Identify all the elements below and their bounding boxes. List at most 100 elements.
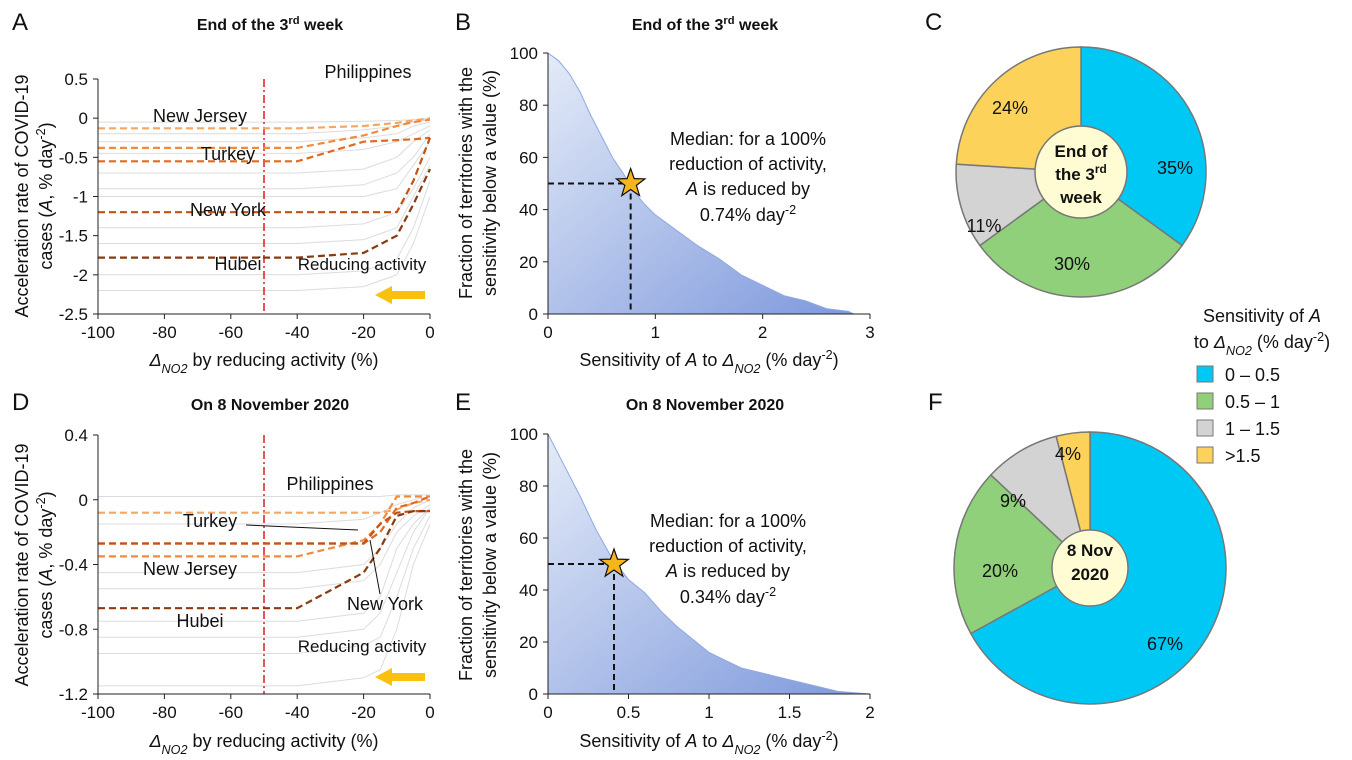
- y-tick-label: -2.5: [59, 305, 88, 324]
- legend-label: 0 – 0.5: [1225, 365, 1280, 385]
- annotation-part: A: [685, 179, 698, 199]
- center-label: 2020: [1071, 565, 1109, 584]
- x-axis-label: ΔNO2 by reducing activity (%): [148, 350, 378, 376]
- annotation: Median: for a 100%: [670, 129, 826, 149]
- x-axis-label: Sensitivity of A to ΔNO2 (% day-2): [579, 348, 838, 376]
- y-axis-label-part: -2: [34, 128, 48, 139]
- center-label-part: the 3: [1055, 165, 1095, 184]
- legend-swatch: [1196, 365, 1214, 383]
- center-label: End of: [1055, 142, 1108, 161]
- y-axis-label-part: Fraction of territories with the: [456, 67, 476, 299]
- y-axis-label-part: cases (: [36, 581, 56, 639]
- y-tick-label: -0.5: [59, 148, 88, 167]
- chart-title-part: week: [300, 17, 344, 34]
- legend-label: 1 – 1.5: [1225, 419, 1280, 439]
- background-line: [98, 494, 430, 497]
- legend-swatch: [1196, 446, 1214, 464]
- annotation: reduction of activity,: [649, 536, 807, 556]
- y-axis-label: Fraction of territories with the: [456, 449, 476, 681]
- annotation-part: -2: [765, 585, 776, 599]
- chart-title-part: rd: [288, 15, 299, 27]
- y-tick-label: 20: [519, 633, 538, 652]
- y-axis-label-part: A: [36, 200, 56, 213]
- y-tick-label: -2: [73, 266, 88, 285]
- center-label-part: week: [1059, 188, 1102, 207]
- legend-title-part: (% day: [1252, 332, 1313, 352]
- y-axis-label: sensitivity below a value (%): [480, 70, 500, 296]
- chart-title-part: week: [735, 17, 779, 34]
- y-axis-label: Acceleration rate of COVID-19: [12, 74, 32, 317]
- x-tick-label: -40: [285, 703, 310, 722]
- center-label-part: End of: [1055, 142, 1108, 161]
- annotation: Reducing activity: [298, 255, 427, 274]
- leader-line: [369, 539, 381, 595]
- series-label: New York: [347, 594, 424, 614]
- annotation-part: is reduced by: [698, 179, 810, 199]
- pie-slice: [1080, 46, 1207, 247]
- series-line: [98, 117, 431, 130]
- center-label: week: [1059, 188, 1102, 207]
- annotation: A is reduced by: [665, 561, 790, 581]
- value-label: 67%: [1147, 634, 1183, 654]
- panel-letter: A: [12, 9, 28, 36]
- series-label: Turkey: [201, 144, 255, 164]
- chart-title-part: On 8 November 2020: [626, 397, 784, 414]
- x-axis-label-part: Sensitivity of: [579, 350, 685, 370]
- y-tick-label: 100: [510, 44, 538, 63]
- y-axis-label: Fraction of territories with the: [456, 67, 476, 299]
- y-tick-label: -1: [73, 188, 88, 207]
- legend-label: >1.5: [1225, 446, 1261, 466]
- area-edge: [547, 433, 871, 695]
- chart-title-part: End of the 3: [197, 17, 289, 34]
- background-line: [98, 507, 431, 638]
- series-line: [98, 510, 430, 545]
- x-axis-label-part: A: [684, 731, 697, 751]
- chart-title: On 8 November 2020: [626, 397, 784, 414]
- legend-title-part: to: [1194, 332, 1214, 352]
- value-label: 24%: [992, 98, 1028, 118]
- background-line: [98, 515, 431, 654]
- y-axis-label-part: Fraction of territories with the: [456, 449, 476, 681]
- y-axis-label-part: , % day: [36, 509, 56, 569]
- annotation-part: Median: for a 100%: [650, 511, 806, 531]
- x-axis-label-part: to: [697, 731, 722, 751]
- annotation-part: reduction of activity,: [669, 154, 827, 174]
- legend-title-part: NO2: [1226, 344, 1252, 358]
- legend-label: 0.5 – 1: [1225, 392, 1280, 412]
- legend-title-part: ): [1324, 332, 1330, 352]
- x-tick-label: -60: [219, 323, 244, 342]
- annotation-part: A: [665, 561, 678, 581]
- y-axis-label-part: sensitivity below a value (%): [480, 70, 500, 296]
- x-tick-label: -100: [81, 323, 115, 342]
- annotation: A is reduced by: [685, 179, 810, 199]
- y-tick-label: 20: [519, 253, 538, 272]
- y-tick-label: 0.5: [64, 70, 88, 89]
- chart-title: On 8 November 2020: [191, 397, 349, 414]
- value-label: 35%: [1157, 158, 1193, 178]
- annotation: 0.34% day-2: [680, 585, 776, 607]
- y-axis-label-part: -2: [34, 497, 48, 508]
- leader-line: [245, 524, 359, 531]
- center-disc: [1051, 529, 1129, 607]
- x-axis-label-part: Δ: [721, 350, 734, 370]
- center-label: 8 Nov: [1067, 541, 1114, 560]
- y-tick-label: 60: [519, 148, 538, 167]
- center-label-part: rd: [1095, 162, 1107, 176]
- y-tick-label: -0.8: [59, 620, 88, 639]
- y-axis-label: cases (A, % day-2): [34, 491, 56, 638]
- arrow: [375, 668, 425, 686]
- series-label: New York: [190, 200, 267, 220]
- median-marker: [614, 166, 647, 198]
- x-axis-label-part: Δ: [148, 731, 161, 751]
- value-label: 4%: [1055, 444, 1081, 464]
- series-line: [98, 498, 431, 514]
- x-tick-label: 1: [651, 323, 660, 342]
- x-tick-label: 0: [543, 323, 552, 342]
- chart-title-part: rd: [723, 15, 734, 27]
- annotation-part: Median: for a 100%: [670, 129, 826, 149]
- legend-title-part: -2: [1313, 330, 1324, 344]
- legend-title-part: Sensitivity of: [1203, 306, 1309, 326]
- chart-title-part: End of the 3: [632, 17, 724, 34]
- x-tick-label: 1.5: [778, 703, 802, 722]
- pie-slice: [953, 473, 1092, 635]
